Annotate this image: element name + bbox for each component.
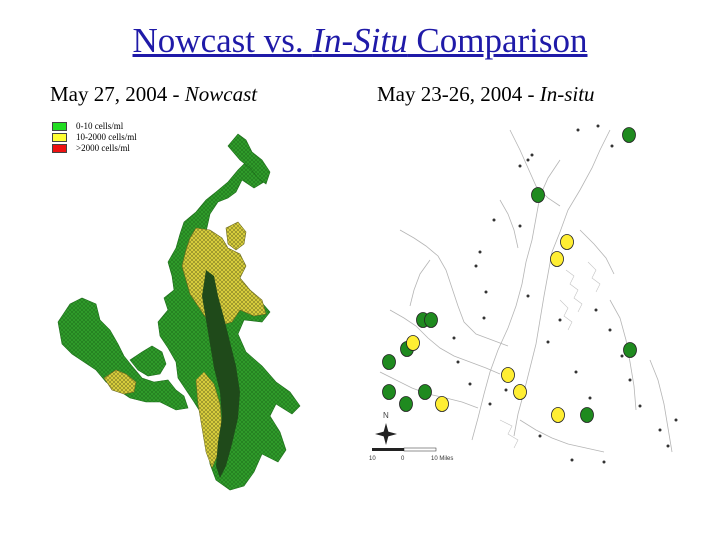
- station-marker-low: [531, 187, 545, 203]
- nowcast-caption: May 27, 2004 - Nowcast: [50, 82, 258, 106]
- station-marker-medium: [551, 407, 565, 423]
- legend-label-high: >2000 cells/ml: [76, 143, 130, 153]
- station-marker-medium: [513, 384, 527, 400]
- legend-swatch-high: [52, 144, 67, 153]
- station-marker-low: [580, 407, 594, 423]
- page-title: Nowcast vs. In-Situ Comparison: [132, 21, 588, 60]
- station-marker-medium: [435, 396, 449, 412]
- western-tributary: [57, 297, 189, 411]
- sampling-points: [452, 124, 678, 464]
- station-marker-medium: [406, 335, 420, 351]
- insitu-caption: May 23-26, 2004 - In-situ: [377, 82, 595, 106]
- station-marker-medium: [501, 367, 515, 383]
- station-marker-medium: [550, 251, 564, 267]
- insitu-coastline: [379, 129, 673, 453]
- north-label: N: [383, 411, 389, 420]
- yellow-zone-tributary: [103, 369, 137, 395]
- scale-label-mid: 0: [401, 456, 405, 462]
- legend-swatch-low: [52, 122, 67, 131]
- station-marker-low: [622, 127, 636, 143]
- station-marker-low: [418, 384, 432, 400]
- legend-swatch-medium: [52, 133, 67, 142]
- station-marker-low: [399, 396, 413, 412]
- legend-label-low: 0-10 cells/ml: [76, 121, 124, 131]
- bay-head-branch: [227, 133, 271, 185]
- western-tributary-upper: [129, 345, 167, 377]
- station-marker-low: [382, 354, 396, 370]
- yellow-zone-eastern: [225, 221, 247, 251]
- scale-label-left: 10: [369, 456, 376, 462]
- legend-label-medium: 10-2000 cells/ml: [76, 132, 137, 142]
- station-marker-medium: [560, 234, 574, 250]
- station-markers: [382, 127, 637, 423]
- scale-label-right: 10 Miles: [431, 456, 453, 462]
- deep-channel-core: [202, 270, 240, 478]
- compass-rose: N: [375, 411, 397, 445]
- station-marker-low: [382, 384, 396, 400]
- station-marker-low: [424, 312, 438, 328]
- insitu-marsh-detail: [499, 261, 601, 449]
- scale-bar: 10 0 10 Miles: [369, 447, 453, 462]
- station-marker-low: [623, 342, 637, 358]
